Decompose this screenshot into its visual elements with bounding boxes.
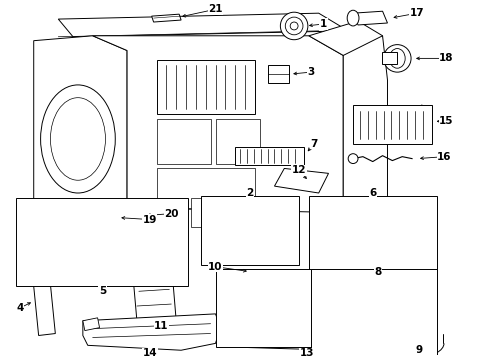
Polygon shape: [343, 213, 391, 237]
Polygon shape: [151, 14, 181, 22]
Ellipse shape: [280, 12, 307, 40]
Bar: [156, 119, 210, 163]
Text: 20: 20: [163, 209, 178, 219]
Ellipse shape: [359, 275, 390, 307]
Polygon shape: [228, 279, 301, 337]
Text: 15: 15: [438, 116, 453, 126]
Ellipse shape: [50, 98, 105, 180]
Text: 9: 9: [414, 345, 422, 355]
Text: 1: 1: [319, 19, 326, 29]
Bar: [381, 53, 396, 64]
Bar: [34, 269, 47, 279]
Text: 12: 12: [291, 165, 305, 175]
Bar: [215, 119, 259, 163]
Ellipse shape: [359, 302, 390, 333]
Polygon shape: [82, 314, 220, 350]
Bar: [347, 211, 407, 238]
Ellipse shape: [321, 211, 345, 234]
Bar: [16, 198, 187, 286]
Text: 14: 14: [142, 348, 157, 358]
Text: 21: 21: [208, 4, 223, 14]
Ellipse shape: [346, 10, 358, 26]
Ellipse shape: [103, 209, 117, 222]
Bar: [201, 196, 299, 265]
Text: 2: 2: [246, 188, 253, 198]
Ellipse shape: [322, 249, 338, 265]
Polygon shape: [34, 213, 98, 237]
Bar: [156, 168, 254, 208]
Bar: [352, 104, 431, 144]
Text: 6: 6: [368, 188, 376, 198]
Text: 5: 5: [99, 286, 106, 296]
Bar: [215, 269, 313, 347]
Polygon shape: [274, 168, 328, 193]
Polygon shape: [34, 36, 127, 222]
Text: 19: 19: [142, 215, 157, 225]
Ellipse shape: [359, 329, 390, 360]
Text: 8: 8: [373, 267, 381, 276]
Ellipse shape: [218, 278, 232, 291]
Bar: [347, 243, 407, 271]
Text: 10: 10: [208, 262, 223, 272]
Ellipse shape: [205, 245, 225, 259]
Bar: [190, 198, 249, 228]
Ellipse shape: [289, 22, 298, 30]
Ellipse shape: [388, 49, 405, 68]
Polygon shape: [132, 262, 176, 326]
Ellipse shape: [29, 219, 48, 232]
Polygon shape: [58, 13, 347, 37]
Text: 11: 11: [154, 321, 168, 331]
Polygon shape: [352, 11, 386, 25]
Ellipse shape: [107, 213, 113, 219]
Text: 18: 18: [438, 53, 453, 63]
Bar: [235, 147, 304, 165]
Polygon shape: [82, 318, 100, 330]
Text: 13: 13: [299, 348, 313, 358]
Bar: [156, 60, 254, 114]
Polygon shape: [93, 36, 343, 213]
Text: 3: 3: [306, 67, 314, 77]
Polygon shape: [235, 314, 372, 350]
Text: 16: 16: [436, 152, 451, 162]
Ellipse shape: [29, 250, 48, 264]
Ellipse shape: [53, 221, 151, 264]
Bar: [308, 196, 436, 309]
Ellipse shape: [41, 85, 115, 193]
Bar: [130, 210, 142, 224]
Text: 4: 4: [16, 303, 23, 313]
Polygon shape: [308, 21, 382, 65]
Ellipse shape: [315, 279, 331, 294]
Polygon shape: [32, 265, 55, 336]
Bar: [310, 269, 436, 360]
Text: 7: 7: [309, 139, 317, 149]
Text: 17: 17: [409, 8, 424, 18]
Ellipse shape: [383, 45, 410, 72]
Ellipse shape: [347, 154, 357, 163]
Bar: [267, 65, 288, 83]
Ellipse shape: [285, 17, 303, 35]
Polygon shape: [343, 36, 386, 213]
